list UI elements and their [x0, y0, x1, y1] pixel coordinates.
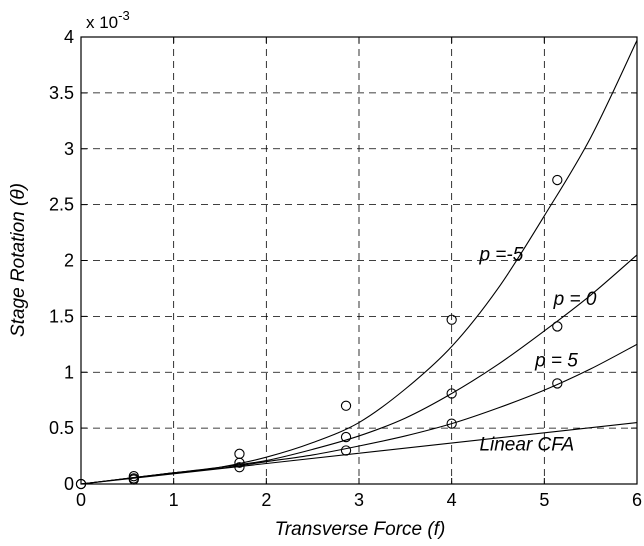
data-point-marker [340, 431, 352, 443]
x-axis-label: Transverse Force (f) [275, 519, 446, 540]
data-point-marker [234, 448, 245, 459]
y-axis-label: Stage Rotation (θ) [8, 183, 29, 337]
y-multiplier: x 10-3 [86, 8, 130, 32]
x-tick-label: 1 [169, 490, 179, 510]
y-axis-ticks: 0 0.5 1 1.5 2 2.5 3 3.5 4 [49, 27, 637, 494]
data-point-marker [234, 457, 245, 468]
data-point-marker [234, 462, 245, 473]
data-point-marker [552, 378, 563, 389]
y-multiplier-base: x 10 [86, 13, 118, 32]
y-tick-label: 4 [64, 27, 74, 47]
data-point-marker [552, 321, 563, 332]
y-tick-label: 0.5 [49, 418, 74, 438]
y-tick-label: 1 [64, 362, 74, 382]
y-tick-label: 2 [64, 251, 74, 271]
data-point-marker [446, 388, 457, 399]
x-tick-label: 3 [354, 490, 364, 510]
curve-label-0: p =-5 [478, 245, 523, 266]
data-point-marker [552, 174, 563, 186]
data-point-marker [446, 314, 457, 325]
series-line-0 [80, 40, 638, 485]
grid-lines [81, 37, 637, 484]
x-tick-label: 0 [76, 490, 86, 510]
y-multiplier-exponent: -3 [118, 8, 130, 23]
x-axis-ticks: 0 1 2 3 4 5 6 [76, 37, 642, 510]
curve-label-2: p = 5 [534, 351, 578, 372]
y-tick-label: 1.5 [49, 306, 74, 326]
series-line-2 [80, 343, 638, 485]
curve-label-3: Linear CFA [479, 434, 574, 455]
x-tick-label: 4 [447, 490, 457, 510]
plot-frame [80, 36, 638, 485]
x-tick-label: 2 [261, 490, 271, 510]
x-tick-label: 6 [632, 490, 642, 510]
curve-annotations: p =-5 p = 0 p = 5 Linear CFA [478, 245, 596, 456]
data-point-marker [340, 445, 352, 456]
y-tick-label: 2.5 [49, 195, 74, 215]
x-tick-label: 5 [539, 490, 549, 510]
y-tick-label: 3.5 [49, 83, 74, 103]
y-tick-label: 0 [64, 474, 74, 494]
data-point-marker [340, 400, 352, 411]
series-line-3 [80, 421, 638, 485]
data-point-marker [446, 418, 457, 429]
curve-label-1: p = 0 [553, 289, 597, 310]
y-tick-label: 3 [64, 139, 74, 159]
series-lines [80, 40, 638, 485]
